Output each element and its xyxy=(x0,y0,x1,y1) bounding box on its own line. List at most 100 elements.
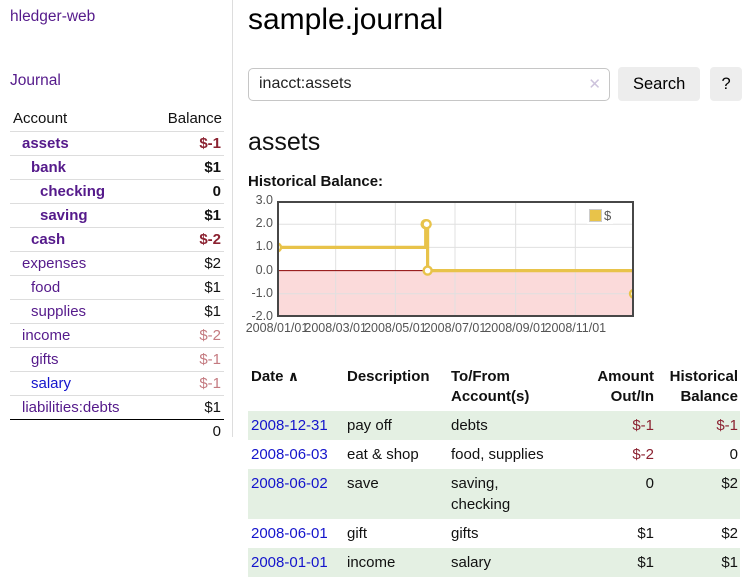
x-axis-tick-label: 2008/03/01 xyxy=(304,321,367,335)
account-link-checking[interactable]: checking xyxy=(40,183,106,200)
account-link-saving[interactable]: saving xyxy=(40,207,88,224)
transaction-date-link[interactable]: 2008-06-01 xyxy=(251,524,328,542)
y-axis-tick-label: 2.0 xyxy=(255,216,273,231)
y-axis-tick-label: -1.0 xyxy=(251,285,273,300)
page-title: sample.journal xyxy=(248,3,444,36)
transaction-row[interactable]: 2008-06-02 save saving, checking 0 $2 xyxy=(248,468,740,519)
account-link-assets[interactable]: assets xyxy=(22,135,69,152)
chart-plot-area xyxy=(277,201,634,317)
header-amount: Amount Out/In xyxy=(597,368,654,406)
transaction-balance: $-1 xyxy=(716,416,738,434)
transaction-description: eat & shop xyxy=(347,445,419,463)
account-balance: $-1 xyxy=(199,375,221,392)
account-row: income $-2 xyxy=(10,323,224,348)
account-link-income[interactable]: income xyxy=(22,327,71,344)
transaction-amount: $-2 xyxy=(632,445,654,463)
account-link-supplies[interactable]: supplies xyxy=(31,303,87,320)
transaction-accounts: debts xyxy=(451,416,488,434)
transaction-accounts: food, supplies xyxy=(451,445,544,463)
account-balance: 0 xyxy=(212,183,221,200)
account-row: checking 0 xyxy=(10,179,224,204)
transaction-row[interactable]: 2008-01-01 income salary $1 $1 xyxy=(248,547,740,577)
sort-asc-icon: ∧ xyxy=(287,368,300,384)
x-axis-tick-label: 2008/05/01 xyxy=(364,321,427,335)
transaction-balance: $2 xyxy=(721,524,738,542)
transactions-header-row: Date ∧ Description To/From Account(s) Am… xyxy=(248,364,740,411)
account-link-food[interactable]: food xyxy=(31,279,61,296)
transaction-accounts: salary xyxy=(451,553,492,571)
account-row: supplies $1 xyxy=(10,299,224,324)
account-link-bank[interactable]: bank xyxy=(31,159,67,176)
x-axis-tick-label: 2008/11/01 xyxy=(544,321,607,335)
transaction-row[interactable]: 2008-06-01 gift gifts $1 $2 xyxy=(248,519,740,548)
y-axis-tick-label: -2.0 xyxy=(251,309,273,323)
sidebar: hledger-web Journal Account Balance asse… xyxy=(0,0,233,440)
transaction-row[interactable]: 2008-06-03 eat & shop food, supplies $-2… xyxy=(248,440,740,469)
accounts-total-row: 0 xyxy=(10,419,224,444)
header-date[interactable]: Date ∧ xyxy=(251,368,300,385)
transaction-amount: 0 xyxy=(645,474,654,492)
chart-legend: $ xyxy=(587,207,614,224)
transaction-balance: 0 xyxy=(729,445,738,463)
clear-search-icon[interactable]: ✕ xyxy=(588,75,601,93)
x-axis-tick-label: 2008/01/01 xyxy=(245,321,309,335)
header-balance: Historical Balance xyxy=(669,368,738,406)
account-row: cash $-2 xyxy=(10,227,224,252)
accounts-table: Account Balance assets $-1 bank $1 check… xyxy=(10,107,224,444)
account-balance: $-2 xyxy=(199,231,221,248)
account-balance: $2 xyxy=(204,255,221,272)
header-description: Description xyxy=(347,368,430,385)
account-row: salary $-1 xyxy=(10,371,224,396)
search-form: ✕ Search ? xyxy=(248,67,742,101)
transaction-accounts: gifts xyxy=(451,524,479,542)
transaction-amount: $1 xyxy=(637,553,654,571)
account-link-expenses[interactable]: expenses xyxy=(22,255,87,272)
account-balance: $-1 xyxy=(199,135,221,152)
account-link-liabilities-debts[interactable]: liabilities:debts xyxy=(22,399,120,416)
app-title: hledger-web xyxy=(10,8,224,26)
account-page-title: assets xyxy=(248,128,321,156)
accounts-header-row: Account Balance xyxy=(10,107,224,132)
accounts-header-balance: Balance xyxy=(167,110,222,127)
account-link-salary[interactable]: salary xyxy=(31,375,72,392)
transaction-date-link[interactable]: 2008-06-03 xyxy=(251,445,328,463)
account-link-gifts[interactable]: gifts xyxy=(31,351,59,368)
journal-link[interactable]: Journal xyxy=(10,72,61,89)
transaction-balance: $1 xyxy=(721,553,738,571)
account-balance: $1 xyxy=(204,399,221,416)
sidebar-item-journal: Journal xyxy=(10,72,224,90)
y-axis-tick-label: 3.0 xyxy=(255,193,273,207)
transaction-row[interactable]: 2008-12-31 pay off debts $-1 $-1 xyxy=(248,410,740,440)
x-axis-tick-label: 2008/07/01 xyxy=(423,321,487,335)
legend-label: $ xyxy=(604,208,612,223)
account-balance: $-1 xyxy=(199,351,221,368)
transaction-description: save xyxy=(347,474,379,492)
account-row: expenses $2 xyxy=(10,251,224,276)
transaction-date-link[interactable]: 2008-01-01 xyxy=(251,553,328,571)
transaction-description: income xyxy=(347,553,396,571)
account-row: food $1 xyxy=(10,275,224,300)
header-accounts: To/From Account(s) xyxy=(451,368,530,406)
legend-swatch xyxy=(589,209,602,222)
help-button[interactable]: ? xyxy=(710,67,742,101)
transactions-table: Date ∧ Description To/From Account(s) Am… xyxy=(248,364,740,577)
account-balance: $1 xyxy=(204,207,221,224)
search-input[interactable] xyxy=(248,67,610,101)
transaction-date-link[interactable]: 2008-06-02 xyxy=(251,474,328,492)
account-balance: $1 xyxy=(204,279,221,296)
y-axis-tick-label: 0.0 xyxy=(255,262,273,277)
main-panel: sample.journal ✕ Search ? assets Histori… xyxy=(245,0,742,577)
transaction-date-link[interactable]: 2008-12-31 xyxy=(251,416,328,434)
accounts-header-account: Account xyxy=(13,110,68,127)
account-balance: $1 xyxy=(204,159,221,176)
account-row: gifts $-1 xyxy=(10,347,224,372)
account-balance: $1 xyxy=(204,303,221,320)
transaction-description: pay off xyxy=(347,416,392,434)
account-link-cash[interactable]: cash xyxy=(31,231,66,248)
transaction-amount: $1 xyxy=(637,524,654,542)
account-row: liabilities:debts $1 xyxy=(10,395,224,420)
transaction-accounts: saving, checking xyxy=(451,474,511,513)
search-button[interactable]: Search xyxy=(618,67,701,101)
app-title-link[interactable]: hledger-web xyxy=(10,8,96,25)
transaction-amount: $-1 xyxy=(632,416,654,434)
